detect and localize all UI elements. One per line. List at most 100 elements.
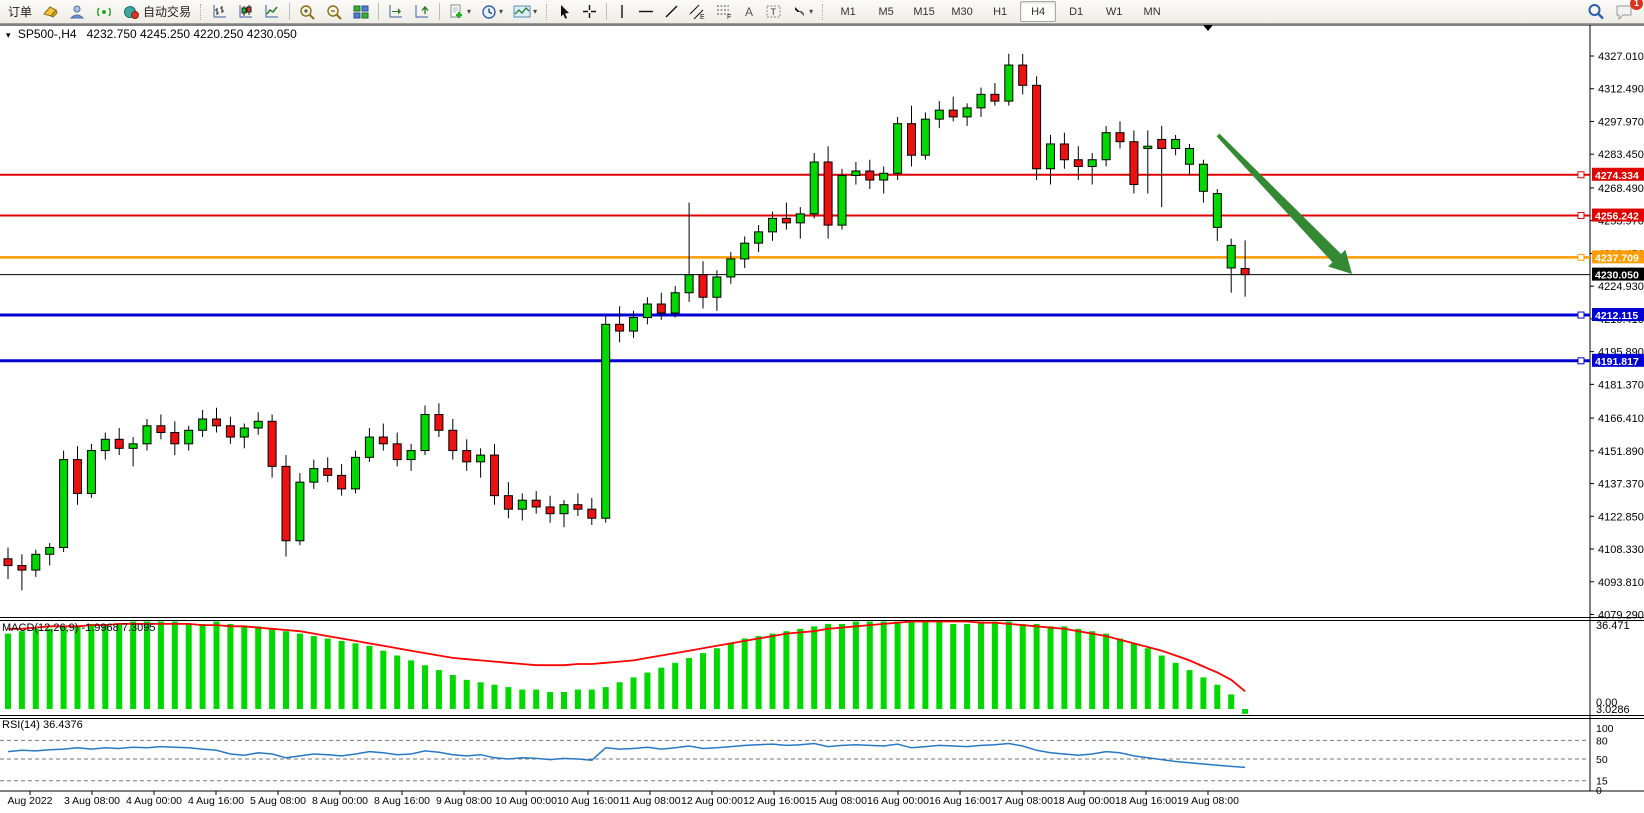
svg-text:4312.490: 4312.490 (1598, 84, 1644, 96)
svg-text:4230.050: 4230.050 (1595, 270, 1639, 282)
new-order-button[interactable]: ▾ (445, 1, 475, 23)
toolbar-separator (439, 3, 441, 20)
down-trend-arrow[interactable] (1216, 133, 1352, 274)
svg-text:4274.334: 4274.334 (1595, 170, 1639, 182)
svg-text:4327.010: 4327.010 (1598, 51, 1644, 63)
tile-windows-button[interactable] (349, 1, 373, 23)
svg-text:E: E (700, 14, 705, 20)
price-axis[interactable]: 4327.010 4312.490 4297.970 4283.450 4268.490… (1590, 51, 1644, 622)
new-order-caret-icon: ▾ (467, 7, 472, 16)
zoom-in-button[interactable] (295, 1, 320, 23)
line-chart-button[interactable] (260, 1, 284, 23)
toolbar-grip (822, 3, 825, 20)
cursor-button[interactable] (554, 1, 576, 23)
tab-m1[interactable]: M1 (840, 5, 856, 18)
svg-text:4166.410: 4166.410 (1598, 413, 1644, 425)
svg-text:19 Aug 08:00: 19 Aug 08:00 (1177, 795, 1239, 807)
cursor-icon (561, 5, 570, 19)
chart-shift-icon (415, 5, 429, 18)
time-axis[interactable]: Aug 2022 3 Aug 08:00 4 Aug 00:00 4 Aug 16:0… (0, 790, 1644, 807)
journal-icon (43, 6, 58, 18)
svg-text:4181.370: 4181.370 (1598, 379, 1644, 391)
svg-text:Aug 2022: Aug 2022 (8, 795, 53, 807)
chart-ohlc-values: 4232.750 4245.250 4220.250 4230.050 (86, 27, 297, 41)
svg-text:5 Aug 08:00: 5 Aug 08:00 (250, 795, 306, 807)
text-button[interactable]: A (739, 1, 760, 23)
svg-text:4268.490: 4268.490 (1598, 183, 1644, 195)
tab-w1[interactable]: W1 (1105, 5, 1123, 18)
auto-scroll-icon (389, 5, 403, 18)
horizontal-line-button[interactable] (634, 1, 658, 23)
template-button[interactable]: ▾ (509, 1, 541, 23)
chart-frame (0, 24, 1644, 791)
notification-badge: 1 (1630, 0, 1643, 10)
tab-h1[interactable]: H1 (993, 5, 1008, 18)
bar-chart-icon (213, 5, 227, 18)
toolbar-right-group: 1 (1582, 0, 1644, 23)
svg-text:4283.450: 4283.450 (1598, 149, 1644, 161)
tab-d1[interactable]: D1 (1069, 5, 1084, 18)
fibonacci-button[interactable]: F (712, 1, 737, 23)
zoom-out-button[interactable] (322, 1, 347, 23)
chart-shift-marker-icon (1203, 25, 1213, 31)
tab-mn[interactable]: MN (1143, 5, 1161, 18)
svg-text:36.471: 36.471 (1596, 620, 1630, 632)
svg-text:8 Aug 00:00: 8 Aug 00:00 (312, 795, 368, 807)
candlestick-chart-button[interactable] (234, 1, 258, 23)
macd-indicator-label: MACD(12,26,9) -1.9968 7.3095 (2, 622, 156, 634)
price-tags: 4274.334 4256.242 4237.709 4212.115 4191.817… (1592, 167, 1644, 368)
svg-text:4079.290: 4079.290 (1598, 610, 1644, 622)
text-label-button[interactable]: T (762, 1, 786, 23)
autotrade-button[interactable]: 自动交易 (119, 1, 195, 23)
search-button[interactable] (1583, 1, 1609, 23)
arrow-objects-icon (795, 7, 805, 16)
text-label-icon: T (766, 5, 781, 18)
chart-title: ▾ SP500-,H4 4232.750 4245.250 4220.250 4… (6, 27, 297, 41)
svg-text:4093.810: 4093.810 (1598, 577, 1644, 589)
svg-text:4237.709: 4237.709 (1595, 252, 1639, 264)
svg-text:0.00: 0.00 (1596, 697, 1617, 709)
candles-layer[interactable] (3, 53, 1250, 591)
bar-chart-button[interactable] (208, 1, 232, 23)
vertical-line-icon (621, 5, 623, 18)
accounts-button[interactable] (65, 1, 90, 23)
period-caret-icon: ▾ (499, 7, 504, 16)
crosshair-icon (583, 5, 597, 18)
period-button[interactable]: ▾ (477, 1, 507, 23)
chart-shift-button[interactable] (410, 1, 434, 23)
text-icon: A (745, 5, 753, 19)
svg-text:4224.930: 4224.930 (1598, 281, 1644, 293)
tab-m15[interactable]: M15 (913, 5, 935, 18)
svg-text:12 Aug 00:00: 12 Aug 00:00 (681, 795, 743, 807)
svg-text:11 Aug 08:00: 11 Aug 08:00 (619, 795, 680, 807)
search-icon (1588, 4, 1604, 20)
auto-scroll-button[interactable] (384, 1, 408, 23)
orders-button[interactable]: 订单 (1, 1, 36, 23)
svg-text:4108.330: 4108.330 (1598, 544, 1644, 556)
equidistant-channel-icon: E (689, 4, 705, 20)
tab-h4[interactable]: H4 (1020, 1, 1057, 22)
tab-m5[interactable]: M5 (878, 5, 894, 18)
notifications-button[interactable]: 1 (1611, 0, 1643, 23)
tab-m30[interactable]: M30 (951, 5, 973, 18)
channel-button[interactable]: E (685, 1, 710, 23)
svg-text:4 Aug 00:00: 4 Aug 00:00 (126, 795, 182, 807)
signals-button[interactable] (92, 1, 117, 23)
trendline-button[interactable] (660, 1, 683, 23)
svg-text:80: 80 (1596, 735, 1608, 747)
journal-button[interactable] (38, 1, 63, 23)
arrows-button[interactable]: ▾ (788, 1, 817, 23)
svg-text:10 Aug 16:00: 10 Aug 16:00 (557, 795, 619, 807)
vertical-line-button[interactable] (612, 1, 632, 23)
svg-text:4191.817: 4191.817 (1595, 356, 1639, 368)
svg-text:15: 15 (1596, 776, 1608, 788)
svg-text:12 Aug 16:00: 12 Aug 16:00 (743, 795, 805, 807)
new-order-icon (450, 4, 463, 18)
crosshair-button[interactable] (578, 1, 601, 23)
svg-text:F: F (727, 14, 731, 20)
svg-text:4 Aug 16:00: 4 Aug 16:00 (188, 795, 244, 807)
level-lines (0, 171, 1590, 365)
tile-windows-icon (353, 5, 369, 19)
